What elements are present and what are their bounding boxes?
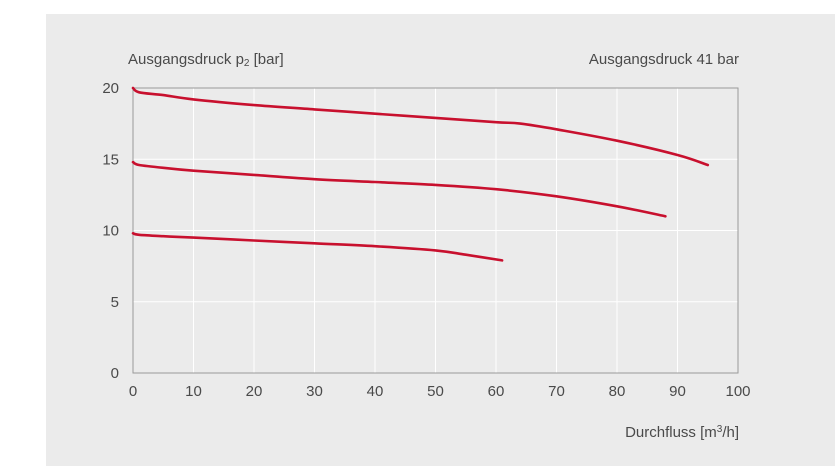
- chart-subtitle: Ausgangsdruck 41 bar: [588, 51, 739, 68]
- x-tick-label: 70: [548, 383, 565, 400]
- x-tick-label: 30: [306, 383, 323, 400]
- series-line: [131, 86, 710, 167]
- x-tick-label: 100: [725, 383, 750, 400]
- y-tick-label: 0: [111, 365, 119, 382]
- x-tick-label: 60: [488, 383, 505, 400]
- y-tick-label: 20: [102, 80, 119, 97]
- x-tick-label: 0: [129, 383, 137, 400]
- series-line: [131, 232, 504, 262]
- series-line: [131, 160, 667, 218]
- x-tick-label: 40: [367, 383, 384, 400]
- y-tick-label: 10: [102, 223, 119, 240]
- x-tick-label: 10: [185, 383, 202, 400]
- y-axis-label: Ausgangsdruck p2 [bar]: [128, 51, 284, 69]
- plot-frame: [132, 87, 739, 374]
- chart-panel: [46, 14, 835, 466]
- x-tick-label: 90: [669, 383, 686, 400]
- x-tick-label: 50: [427, 383, 444, 400]
- y-tick-label: 5: [111, 294, 119, 311]
- x-tick-label: 20: [246, 383, 263, 400]
- y-tick-label: 15: [102, 151, 119, 168]
- x-axis-label: Durchfluss [m3/h]: [625, 424, 739, 441]
- x-tick-label: 80: [609, 383, 626, 400]
